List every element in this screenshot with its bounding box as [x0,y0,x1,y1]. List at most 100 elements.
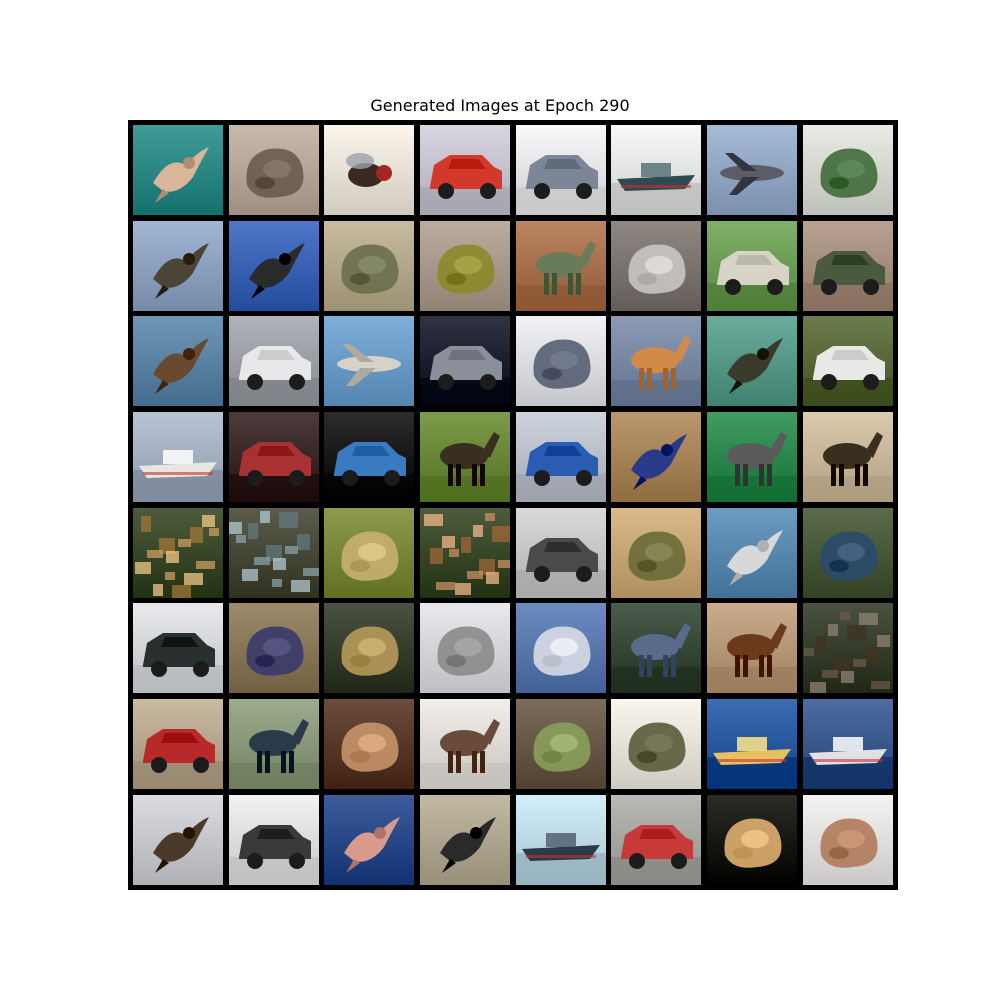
generated-image [420,412,511,503]
generated-image [228,412,319,503]
generated-image [324,220,415,311]
generated-image [133,125,223,215]
generated-image [228,316,319,407]
generated-image [420,699,511,790]
generated-image-tile [515,507,606,598]
generated-image-tile [133,412,223,503]
generated-image-tile [420,412,511,503]
generated-image-tile [228,316,319,407]
generated-image [515,316,606,407]
generated-image [133,220,223,311]
generated-image-tile [802,794,893,885]
generated-image-tile [611,125,702,215]
generated-image [324,125,415,215]
generated-image-tile [515,794,606,885]
generated-image-tile [420,220,511,311]
generated-image-tile [802,220,893,311]
generated-image-tile [420,794,511,885]
generated-image-tile [802,603,893,694]
generated-image-tile [324,220,415,311]
generated-image [611,603,702,694]
generated-image-tile [228,699,319,790]
generated-image-tile [324,125,415,215]
generated-image [420,316,511,407]
generated-image-tile [515,412,606,503]
generated-image-tile [515,220,606,311]
generated-image-tile [611,220,702,311]
image-grid [133,125,893,885]
generated-image-tile [420,507,511,598]
generated-image-tile [420,699,511,790]
generated-image-tile [228,794,319,885]
generated-image-tile [611,603,702,694]
generated-image-tile [324,316,415,407]
generated-image [707,412,798,503]
generated-image-tile [420,603,511,694]
generated-image [133,507,223,598]
generated-image [707,125,798,215]
generated-image-tile [611,412,702,503]
generated-image-tile [133,603,223,694]
generated-image-tile [515,603,606,694]
generated-image [707,794,798,885]
generated-image [133,603,223,694]
generated-image [611,794,702,885]
generated-image [802,794,893,885]
generated-image [802,507,893,598]
generated-image [515,507,606,598]
generated-image-tile [802,507,893,598]
generated-image [802,220,893,311]
generated-image [707,699,798,790]
image-grid-frame [128,120,898,890]
generated-image [611,507,702,598]
generated-image-tile [515,125,606,215]
generated-image [133,316,223,407]
generated-image-tile [228,507,319,598]
generated-image-tile [611,699,702,790]
generated-image-tile [802,699,893,790]
generated-image [133,412,223,503]
generated-image [324,603,415,694]
generated-image [228,794,319,885]
generated-image [228,220,319,311]
generated-image-tile [707,220,798,311]
generated-image [515,603,606,694]
generated-image [133,699,223,790]
generated-image [515,699,606,790]
generated-image [324,507,415,598]
generated-image-tile [324,603,415,694]
generated-image [611,316,702,407]
generated-image [707,507,798,598]
generated-image [707,220,798,311]
generated-image-tile [133,699,223,790]
generated-image [324,316,415,407]
generated-image [611,220,702,311]
generated-image [228,125,319,215]
generated-image [228,507,319,598]
generated-image-tile [707,507,798,598]
generated-image-tile [420,316,511,407]
generated-image-tile [611,316,702,407]
generated-image-tile [133,220,223,311]
generated-image [611,699,702,790]
generated-image [420,125,511,215]
generated-image-tile [228,125,319,215]
generated-image [420,220,511,311]
generated-image-tile [515,316,606,407]
generated-image [802,316,893,407]
generated-image-tile [228,412,319,503]
generated-image-tile [611,507,702,598]
generated-image [324,794,415,885]
generated-image-tile [324,507,415,598]
generated-image-tile [707,794,798,885]
generated-image [611,125,702,215]
generated-image-tile [707,603,798,694]
generated-image-tile [802,316,893,407]
generated-image-tile [802,412,893,503]
generated-image-tile [228,220,319,311]
generated-image [707,316,798,407]
generated-image [802,699,893,790]
generated-image-tile [133,794,223,885]
generated-image-tile [515,699,606,790]
generated-image [228,699,319,790]
